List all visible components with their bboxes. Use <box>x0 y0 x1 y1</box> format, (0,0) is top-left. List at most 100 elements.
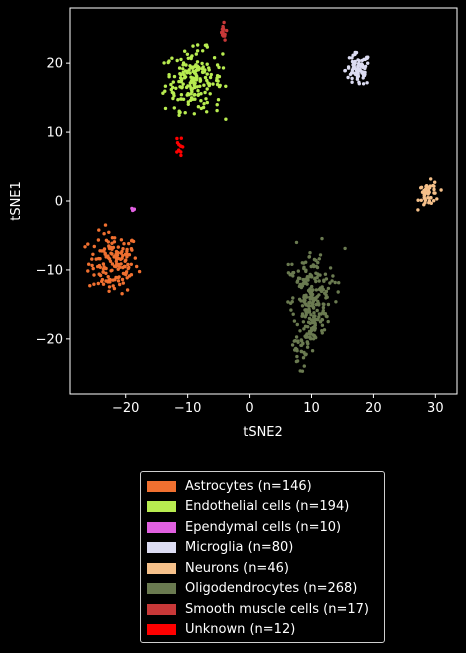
data-point <box>419 198 423 202</box>
data-point <box>127 241 131 246</box>
data-point <box>171 96 175 101</box>
data-point <box>307 275 312 279</box>
y-tick-label: −10 <box>36 263 63 278</box>
data-point <box>330 279 334 283</box>
legend-item: Unknown (n=12) <box>147 620 384 641</box>
data-point <box>162 61 166 65</box>
data-point <box>304 310 308 314</box>
data-point <box>312 257 317 262</box>
legend-item: Microglia (n=80) <box>147 538 384 559</box>
data-point <box>299 349 304 354</box>
data-point <box>313 321 317 326</box>
legend-swatch <box>147 624 176 636</box>
data-point <box>177 148 181 152</box>
data-point <box>298 369 302 373</box>
data-point <box>355 67 359 71</box>
data-point <box>326 302 331 307</box>
data-point <box>203 90 207 95</box>
data-point <box>431 183 435 188</box>
legend-label: Ependymal cells (n=10) <box>185 519 342 535</box>
data-point <box>92 282 96 286</box>
data-point <box>306 320 311 324</box>
data-point <box>179 80 183 84</box>
data-point <box>312 333 316 338</box>
data-point <box>291 312 295 316</box>
data-point <box>186 102 190 107</box>
data-point <box>102 232 106 236</box>
data-point <box>181 61 186 65</box>
data-point <box>92 273 96 277</box>
data-point <box>204 97 208 101</box>
data-point <box>195 74 199 78</box>
data-point <box>309 313 313 317</box>
data-point <box>104 238 109 242</box>
data-point <box>357 82 361 86</box>
data-point <box>353 50 357 55</box>
data-point <box>179 93 184 97</box>
data-point <box>192 93 196 97</box>
data-point <box>205 110 209 114</box>
data-point <box>433 191 437 195</box>
data-point <box>176 98 180 102</box>
data-point <box>310 284 314 289</box>
series-smooth-muscle-cells <box>220 20 229 42</box>
data-point <box>423 201 427 205</box>
data-point <box>112 286 117 291</box>
data-point <box>301 356 306 360</box>
data-point <box>424 184 428 189</box>
data-point <box>435 197 439 201</box>
data-point <box>185 52 190 56</box>
data-point <box>190 76 195 80</box>
data-point <box>336 290 340 294</box>
data-point <box>191 78 196 83</box>
data-point <box>331 274 335 278</box>
data-point <box>428 186 432 190</box>
data-point <box>211 82 215 86</box>
data-point <box>132 207 136 211</box>
data-point <box>309 304 314 308</box>
data-point <box>207 82 211 87</box>
x-tick-label: 20 <box>365 401 382 416</box>
data-point <box>124 258 128 262</box>
data-point <box>189 92 193 96</box>
data-point <box>308 251 312 255</box>
legend-swatch <box>147 562 176 574</box>
data-point <box>422 195 426 200</box>
data-point <box>116 279 121 283</box>
x-tick-label: −20 <box>112 401 139 416</box>
x-axis-ticks: −20 −10 0 10 20 30 <box>112 394 444 416</box>
data-point <box>290 300 294 304</box>
data-point <box>288 272 292 277</box>
data-point <box>186 92 190 96</box>
data-point <box>200 61 204 66</box>
data-point <box>291 274 295 278</box>
data-point <box>169 82 173 87</box>
data-point <box>177 66 182 70</box>
data-point <box>117 275 121 279</box>
data-point <box>297 297 302 301</box>
data-point <box>115 253 120 257</box>
data-point <box>180 85 184 89</box>
data-point <box>218 83 222 88</box>
data-point <box>343 69 347 73</box>
data-point <box>87 262 91 266</box>
series-ependymal-cells <box>130 206 136 213</box>
data-point <box>91 266 95 271</box>
legend-item: Smooth muscle cells (n=17) <box>147 599 384 620</box>
data-point <box>304 269 308 274</box>
data-point <box>113 278 117 282</box>
data-point <box>170 56 174 60</box>
data-point <box>110 268 114 272</box>
data-point <box>222 20 226 25</box>
data-point <box>420 190 425 194</box>
data-point <box>127 253 132 257</box>
data-point <box>433 180 437 184</box>
data-point <box>291 271 295 275</box>
data-point <box>88 284 92 288</box>
data-point <box>294 335 299 339</box>
data-point <box>357 62 361 67</box>
legend-item: Endothelial cells (n=194) <box>147 497 384 518</box>
y-tick-label: −20 <box>36 332 63 347</box>
data-point <box>101 270 105 274</box>
data-point <box>163 106 168 111</box>
